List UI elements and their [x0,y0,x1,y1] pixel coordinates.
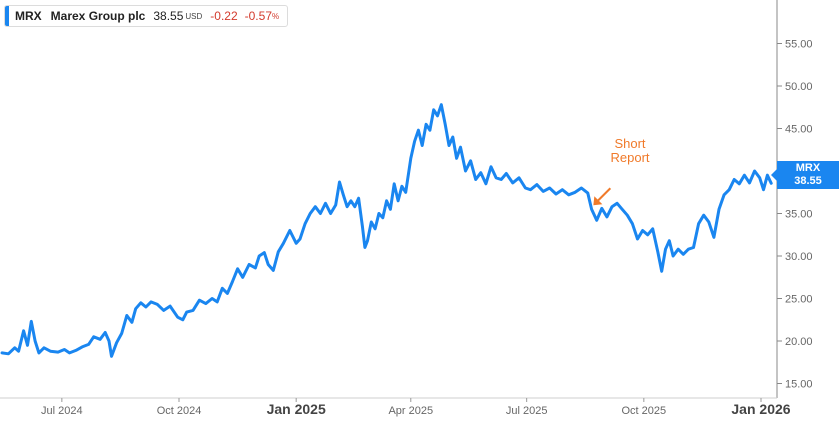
last-price-tag-ticker: MRX [795,162,821,174]
legend-change-pct: -0.57 [244,9,272,23]
last-price-tag: MRX 38.55 [771,161,839,189]
y-tick-label: 35.00 [785,209,813,221]
y-tick-label: 50.00 [785,81,813,93]
legend-company-name: Marex Group plc [50,9,146,23]
x-tick-label: Jan 2026 [731,401,790,417]
x-tick-label: Oct 2025 [622,405,667,417]
last-price-tag-price: 38.55 [794,175,822,187]
y-tick-label: 25.00 [785,294,813,306]
x-tick-label: Jul 2025 [506,405,548,417]
annotation-line-2: Report [610,150,649,165]
y-tick-label: 20.00 [785,336,813,348]
x-tick-label: Oct 2024 [157,405,202,417]
legend-price: 38.55 [153,9,184,23]
legend-currency: USD [185,12,203,21]
legend-change: -0.22 [210,9,238,23]
y-tick-label: 30.00 [785,251,813,263]
annotation-line-1: Short [614,136,645,151]
annotation-arrow-shaft [596,187,612,202]
annotation-arrow-head [593,196,603,206]
legend-color-bar [5,6,9,26]
y-tick-label: 55.00 [785,39,813,51]
price-series-line [0,103,773,358]
y-tick-label: 15.00 [785,379,813,391]
x-tick-label: Jul 2024 [41,405,83,417]
legend-pct-sign: % [272,12,280,21]
legend-box: MRX Marex Group plc 38.55 USD -0.22 -0.5… [4,5,289,27]
x-tick-label: Apr 2025 [388,405,433,417]
x-tick-label: Jan 2025 [267,401,326,417]
legend-ticker: MRX [15,9,42,23]
y-tick-label: 45.00 [785,124,813,136]
